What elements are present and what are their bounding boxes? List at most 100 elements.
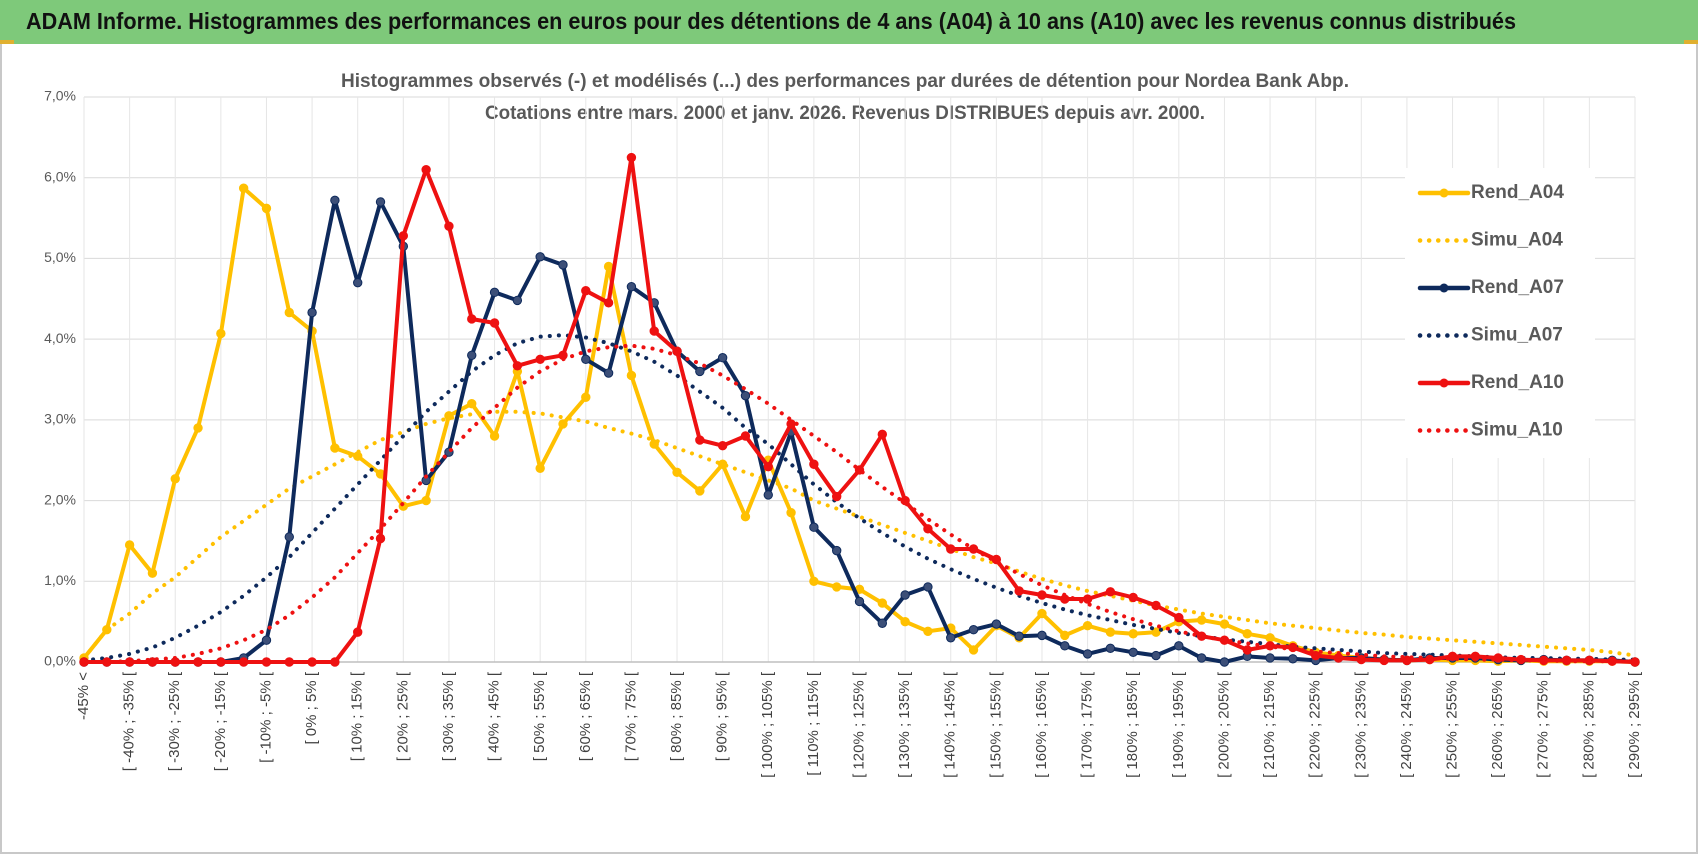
series-marker (284, 657, 294, 667)
series-marker (1105, 627, 1116, 637)
series-marker (695, 366, 705, 377)
series-marker (284, 307, 294, 318)
series-marker (193, 423, 203, 433)
x-tick-label: [ 240% ; 245% [ (1398, 671, 1415, 778)
series-marker (1037, 630, 1047, 641)
x-tick-label: [ 230% ; 235% [ (1352, 671, 1369, 778)
y-tick-label: 1,0% (44, 572, 76, 588)
y-tick-label: 2,0% (44, 491, 76, 507)
series-marker (1630, 657, 1640, 667)
x-tick-label: [ -20% ; -15% [ (212, 671, 229, 771)
series-marker (603, 298, 614, 308)
series-marker (1174, 641, 1184, 651)
legend-label: Simu_A07 (1471, 325, 1563, 346)
series-marker (1151, 650, 1161, 661)
series-marker (1037, 590, 1047, 600)
y-tick-label: 6,0% (44, 168, 76, 184)
legend-marker (1439, 283, 1449, 293)
x-tick-label: -45% < (75, 672, 92, 720)
y-tick-label: 3,0% (44, 411, 76, 427)
series-marker (444, 221, 454, 231)
series-marker (581, 392, 591, 402)
series-marker (1310, 650, 1321, 661)
series-marker (489, 318, 500, 328)
series-marker (261, 635, 272, 645)
series-marker (786, 419, 796, 429)
y-tick-label: 7,0% (44, 88, 76, 104)
chart-subtitle: Cotations entre mars. 2000 et janv. 2026… (485, 103, 1205, 124)
series-marker (763, 461, 773, 472)
series-marker (353, 277, 363, 288)
x-tick-label: [ -40% ; -35% [ (121, 671, 138, 771)
series-marker (1242, 645, 1252, 655)
series-marker (900, 590, 910, 600)
x-tick-label: [ 80% ; 85% [ (668, 671, 685, 761)
series-marker (763, 490, 773, 500)
legend-marker (1439, 378, 1449, 388)
series-marker (717, 440, 728, 451)
x-tick-label: [ 0% ; 5% [ (303, 671, 320, 744)
series-marker (877, 618, 888, 628)
series-marker (968, 645, 979, 655)
series-marker (398, 231, 409, 241)
header-bar (0, 0, 1698, 44)
series-marker (1128, 629, 1138, 639)
legend-label: Simu_A10 (1471, 420, 1563, 441)
series-marker (603, 261, 614, 272)
x-tick-label: [ 90% ; 95% [ (714, 671, 731, 761)
x-tick-label: [ 150% ; 155% [ (987, 671, 1004, 778)
series-marker (261, 203, 272, 214)
x-tick-label: [ -10% ; -5% [ (257, 671, 274, 763)
series-marker (1014, 631, 1024, 641)
series-marker (1265, 633, 1275, 643)
x-tick-label: [ 220% ; 225% [ (1307, 671, 1324, 778)
series-line (82, 343, 1637, 664)
series-marker (193, 657, 203, 667)
legend-label: Rend_A10 (1471, 372, 1564, 393)
series-marker (467, 314, 477, 324)
series-marker (1288, 654, 1298, 664)
series-marker (1151, 600, 1161, 611)
series-marker (421, 495, 431, 506)
series-marker (1356, 654, 1366, 665)
x-tick-label: [ 210% ; 215% [ (1261, 671, 1278, 778)
x-tick-label: [ 100% ; 105% [ (759, 671, 776, 778)
x-tick-label: [ 20% ; 25% [ (394, 671, 411, 761)
series-marker (307, 657, 317, 667)
corner-accent (0, 40, 14, 44)
series-marker (1082, 649, 1093, 659)
series-marker (581, 286, 591, 296)
legend-marker (1439, 188, 1449, 198)
series-marker (512, 295, 523, 306)
series-marker (353, 627, 363, 637)
series-marker (1128, 647, 1138, 658)
series-marker (1105, 643, 1116, 653)
series-marker (1060, 630, 1070, 641)
series-line (82, 333, 1637, 663)
series-marker (375, 533, 386, 544)
x-tick-label: [ 30% ; 35% [ (440, 671, 457, 761)
series-marker (923, 582, 933, 592)
chart-title: Histogrammes observés (-) et modélisés (… (341, 71, 1349, 92)
series-marker (946, 544, 956, 554)
series-marker (831, 545, 842, 556)
series-marker (467, 350, 477, 360)
series-marker (626, 152, 637, 163)
legend-bg (1405, 168, 1595, 458)
series-marker (1196, 653, 1207, 663)
x-tick-label: [ 60% ; 65% [ (577, 671, 594, 761)
series-marker (946, 633, 956, 643)
x-tick-label: [ 160% ; 165% [ (1033, 671, 1050, 778)
series-marker (216, 328, 226, 339)
series-marker (923, 626, 933, 637)
x-tick-label: [ 270% ; 275% [ (1535, 671, 1552, 778)
series-marker (1128, 592, 1138, 603)
y-tick-label: 0,0% (44, 653, 76, 669)
x-tick-label: [ 10% ; 15% [ (349, 671, 366, 761)
header-title: ADAM Informe. Histogrammes des performan… (26, 8, 1516, 34)
x-tick-label: [ 290% ; 295% [ (1626, 671, 1643, 778)
series-marker (831, 582, 842, 592)
series-marker (695, 435, 705, 445)
